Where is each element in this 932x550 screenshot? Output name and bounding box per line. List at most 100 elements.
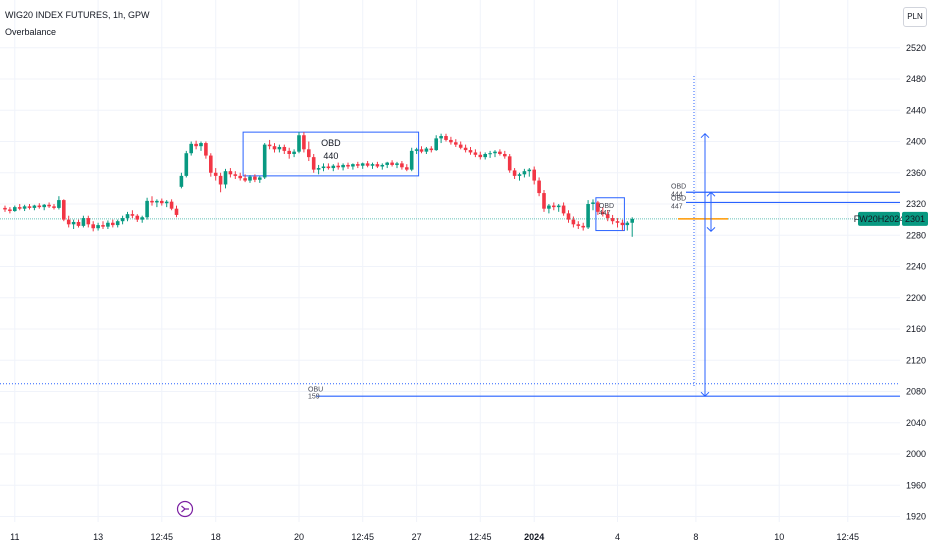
candle <box>586 200 590 229</box>
candle-body <box>62 200 66 220</box>
candle-body <box>439 136 443 138</box>
candle-body <box>106 223 110 227</box>
price-tick-label: 2000 <box>906 449 926 459</box>
time-tick-label: 12:45 <box>351 532 374 542</box>
candle-body <box>194 144 198 146</box>
candle <box>449 137 453 145</box>
time-tick-label: 2024 <box>524 532 544 542</box>
candle-body <box>28 206 32 208</box>
candle-body <box>390 163 394 165</box>
candle <box>361 163 365 169</box>
candle-body <box>630 219 634 223</box>
candle <box>542 190 546 212</box>
candle-body <box>317 168 321 170</box>
candle-body <box>430 149 434 151</box>
candle-body <box>253 177 257 180</box>
candle <box>263 143 267 179</box>
candle-body <box>180 176 184 187</box>
candle-body <box>82 218 86 226</box>
candle-body <box>523 171 527 174</box>
candle-body <box>67 220 71 225</box>
time-tick-label: 12:45 <box>151 532 174 542</box>
candle-body <box>395 163 399 165</box>
obd-box-value: 440 <box>323 151 338 161</box>
candle <box>488 151 492 158</box>
candle <box>67 216 71 228</box>
candle <box>145 198 149 220</box>
candle-body <box>532 170 536 181</box>
obu-value: 159 <box>308 394 320 401</box>
candle <box>136 214 140 222</box>
candle <box>140 216 144 223</box>
candle <box>356 162 360 168</box>
candle <box>371 163 375 169</box>
candle-body <box>351 164 355 166</box>
candle <box>581 223 585 231</box>
candle-body <box>405 167 409 169</box>
time-tick-label: 13 <box>93 532 103 542</box>
candle <box>341 163 345 170</box>
candle <box>630 217 634 237</box>
candle <box>430 146 434 152</box>
candle-body <box>219 176 223 185</box>
candle-body <box>268 145 272 147</box>
price-axis[interactable]: 1920 1960 2000 2040 2080 2120 2160 2200 2240 2280… <box>906 43 926 522</box>
obu-label: OBU <box>308 387 323 394</box>
candle-body <box>537 181 541 194</box>
obd-level-label: OBD <box>671 183 686 190</box>
candle-body <box>33 206 37 208</box>
candle-body <box>488 153 492 154</box>
candle <box>464 145 468 153</box>
candle-body <box>8 209 12 211</box>
time-tick-label: 10 <box>774 532 784 542</box>
candle-body <box>498 152 502 154</box>
candle-body <box>479 155 483 157</box>
candle <box>498 149 502 155</box>
candle <box>444 134 448 142</box>
currency-button[interactable]: PLN <box>903 7 927 27</box>
candle-body <box>400 163 404 167</box>
candle <box>611 215 615 224</box>
candle <box>336 163 340 170</box>
candle-body <box>518 174 522 176</box>
candle <box>312 154 316 173</box>
candle-body <box>96 225 100 228</box>
candle-body <box>263 145 267 178</box>
time-tick-label: 12:45 <box>469 532 492 542</box>
candle <box>415 148 419 154</box>
candle-body <box>91 224 95 228</box>
price-tick-label: 2320 <box>906 199 926 209</box>
symbol-title[interactable]: WIG20 INDEX FUTURES, 1h, GPW <box>5 10 150 20</box>
candle <box>155 199 159 207</box>
candle-body <box>131 214 135 216</box>
candle-body <box>591 202 595 204</box>
candle-body <box>454 142 458 144</box>
candle-body <box>307 149 311 157</box>
candle <box>616 218 620 227</box>
price-tick-label: 2520 <box>906 43 926 53</box>
ticker-badge: FW20H2024 <box>854 214 905 224</box>
candle <box>189 142 193 156</box>
candle-body <box>327 167 331 169</box>
candle-body <box>234 174 238 176</box>
candle <box>405 164 409 171</box>
indicator-label[interactable]: Overbalance <box>5 27 56 37</box>
candle-body <box>72 222 76 224</box>
obd-level-value: 447 <box>671 203 683 210</box>
candle-body <box>116 221 120 225</box>
candle-body <box>621 223 625 225</box>
candle-body <box>23 206 27 208</box>
replay-icon[interactable] <box>178 502 193 517</box>
candle-body <box>542 193 546 209</box>
candle <box>258 176 262 183</box>
candle-body <box>346 165 350 167</box>
candle-body <box>341 165 345 167</box>
candle-body <box>42 205 46 207</box>
candle <box>332 164 336 171</box>
candle <box>283 145 287 154</box>
candle-body <box>283 147 287 151</box>
time-axis[interactable]: 11 13 12:45 18 20 12:45 27 12:45 2024 4 8 10 12:45 <box>10 532 859 542</box>
candle <box>434 135 438 151</box>
candle-body <box>493 152 497 154</box>
